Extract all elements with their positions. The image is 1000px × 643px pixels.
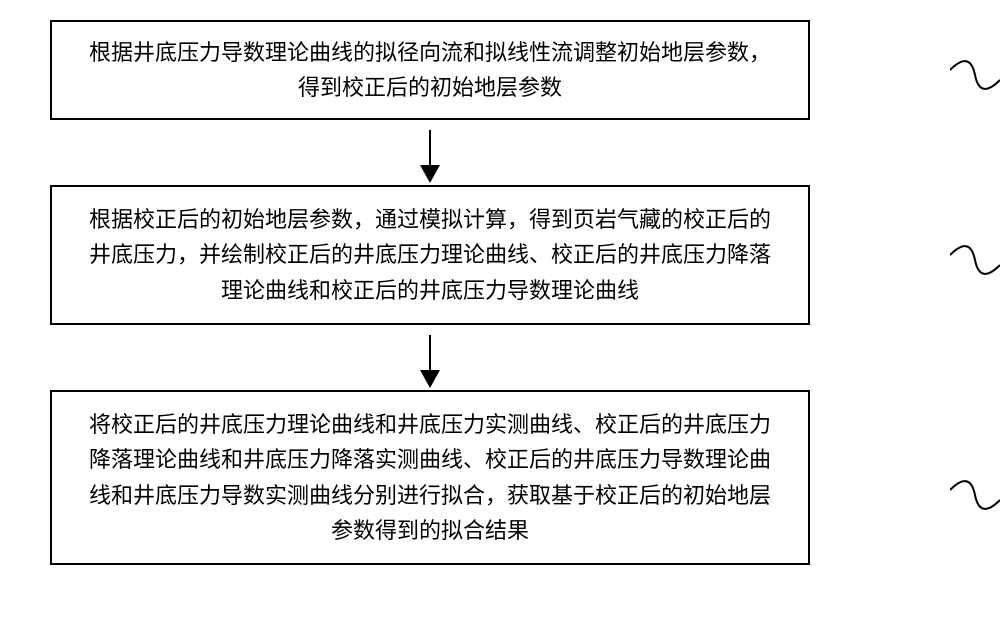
node-text: 根据井底压力导数理论曲线的拟径向流和拟线性流调整初始地层参数，得到校正后的初始地… xyxy=(82,35,778,105)
flowchart-node-202: 根据校正后的初始地层参数，通过模拟计算，得到页岩气藏的校正后的井底压力，并绘制校… xyxy=(50,185,810,325)
flowchart-node-201: 根据井底压力导数理论曲线的拟径向流和拟线性流调整初始地层参数，得到校正后的初始地… xyxy=(50,20,810,120)
label-connector-2 xyxy=(950,225,1000,295)
label-connector-3 xyxy=(950,460,1000,530)
node-text: 根据校正后的初始地层参数，通过模拟计算，得到页岩气藏的校正后的井底压力，并绘制校… xyxy=(82,202,778,308)
flowchart-node-203: 将校正后的井底压力理论曲线和井底压力实测曲线、校正后的井底压力降落理论曲线和井底… xyxy=(50,390,810,565)
arrow-head xyxy=(420,370,440,388)
label-connector-1 xyxy=(950,40,1000,110)
flowchart-row-3: 将校正后的井底压力理论曲线和井底压力实测曲线、校正后的井底压力降落理论曲线和井底… xyxy=(50,390,950,565)
flowchart-row-1: 根据井底压力导数理论曲线的拟径向流和拟线性流调整初始地层参数，得到校正后的初始地… xyxy=(50,20,950,120)
node-text: 将校正后的井底压力理论曲线和井底压力实测曲线、校正后的井底压力降落理论曲线和井底… xyxy=(82,407,778,548)
arrow-head xyxy=(420,165,440,183)
flowchart-row-2: 根据校正后的初始地层参数，通过模拟计算，得到页岩气藏的校正后的井底压力，并绘制校… xyxy=(50,185,950,325)
arrow-1-to-2 xyxy=(50,120,810,185)
flowchart-container: 根据井底压力导数理论曲线的拟径向流和拟线性流调整初始地层参数，得到校正后的初始地… xyxy=(50,20,950,565)
arrow-2-to-3 xyxy=(50,325,810,390)
